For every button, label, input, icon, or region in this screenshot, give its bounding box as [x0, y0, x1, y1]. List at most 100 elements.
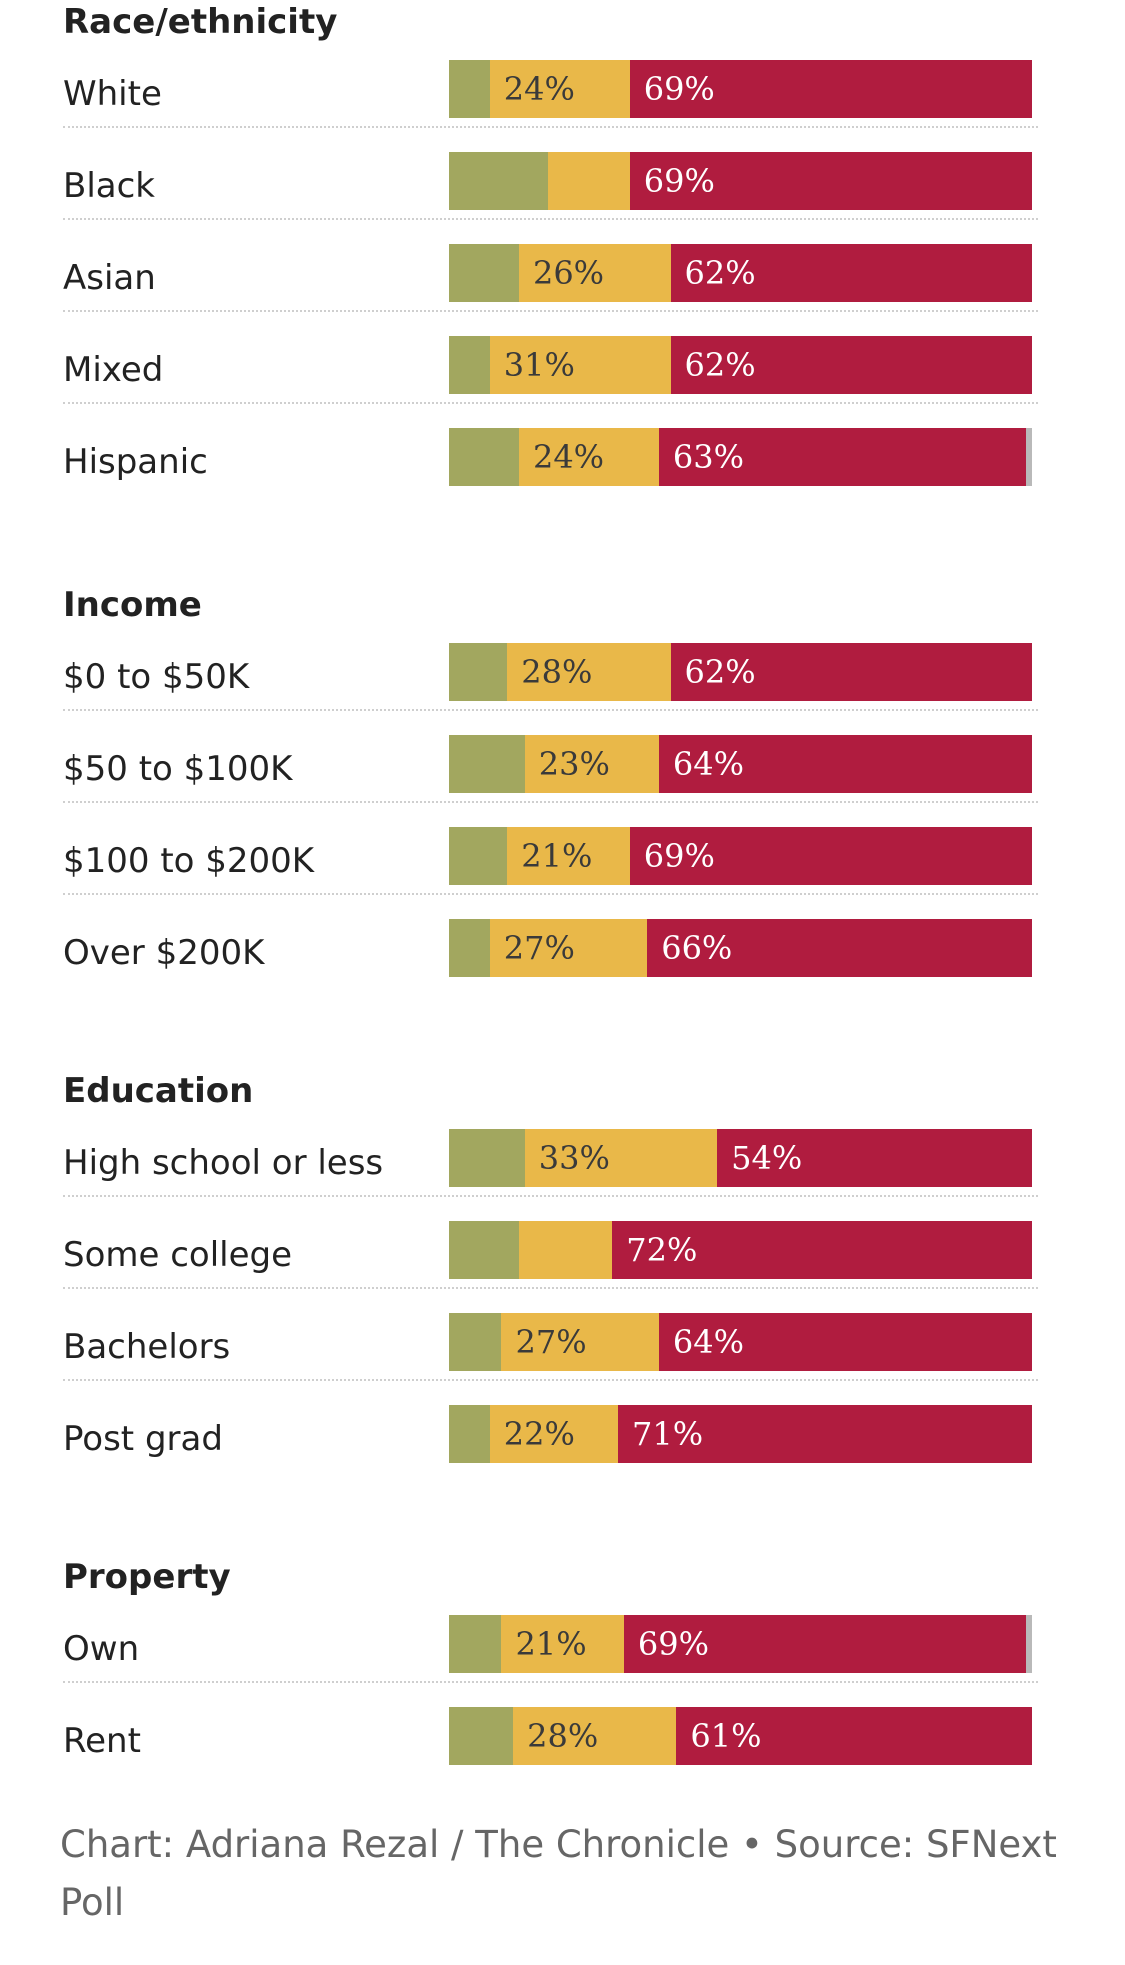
stacked-bar: 28% 61%	[449, 1707, 1032, 1765]
bar-segment-left	[449, 1405, 490, 1463]
data-label: 24%	[532, 438, 605, 476]
row-divider	[63, 402, 1038, 404]
data-label: 69%	[637, 1625, 710, 1663]
data-label: 23%	[538, 745, 610, 783]
row-label: Post grad	[63, 1419, 223, 1459]
row-label: Some college	[63, 1235, 293, 1275]
bar-segment-middle: 27%	[501, 1313, 659, 1371]
data-label: 27%	[515, 1323, 587, 1361]
data-label: 27%	[503, 929, 575, 967]
data-label: 26%	[532, 254, 605, 292]
bar-segment-right: 54%	[717, 1129, 1032, 1187]
row-label: Own	[63, 1629, 140, 1669]
data-label: 69%	[643, 837, 715, 875]
row-divider	[63, 1681, 1038, 1683]
bar-segment-middle: 28%	[507, 643, 671, 701]
bar-segment-left	[449, 336, 490, 394]
data-label: 62%	[684, 346, 756, 384]
row-label: Bachelors	[63, 1327, 231, 1367]
bar-segment-right: 71%	[618, 1405, 1032, 1463]
bar-segment-right: 66%	[647, 919, 1032, 977]
row-divider	[63, 1195, 1038, 1197]
row-label: White	[63, 74, 162, 114]
bar-segment-middle: 24%	[489, 60, 630, 118]
bar-segment-left	[449, 643, 508, 701]
bar-segment-right: 69%	[629, 827, 1032, 885]
row-label: $50 to $100K	[63, 749, 293, 789]
data-label: 64%	[672, 745, 744, 783]
row-label: Hispanic	[63, 442, 208, 482]
data-label: 61%	[690, 1717, 762, 1755]
bar-segment-middle: 27%	[489, 919, 648, 977]
row-label: $100 to $200K	[63, 841, 315, 881]
row-divider	[63, 801, 1038, 803]
data-label: 24%	[503, 70, 575, 108]
group-title: Property	[63, 1557, 231, 1597]
bar-segment-right: 64%	[658, 1313, 1032, 1371]
bar-segment-left	[449, 428, 519, 486]
data-label: 33%	[538, 1139, 610, 1177]
stacked-bar: 24% 69%	[449, 60, 1032, 118]
data-label: 63%	[672, 438, 744, 476]
bar-segment-remainder	[1026, 428, 1032, 486]
data-label: 69%	[643, 162, 715, 200]
data-label: 28%	[527, 1717, 599, 1755]
bar-segment-right: 64%	[658, 735, 1032, 793]
bar-segment-left	[449, 60, 490, 118]
bar-segment-right: 62%	[670, 244, 1032, 302]
row-divider	[63, 126, 1038, 128]
bar-segment-remainder	[1026, 1615, 1032, 1673]
data-label: 66%	[661, 929, 733, 967]
stacked-bar: 69%	[449, 152, 1032, 210]
group-title: Income	[63, 585, 202, 625]
bar-segment-left	[449, 1707, 514, 1765]
row-divider	[63, 1379, 1038, 1381]
bar-segment-middle: 21%	[501, 1615, 624, 1673]
data-label: 71%	[632, 1415, 704, 1453]
bar-segment-right: 69%	[623, 1615, 1027, 1673]
bar-segment-right: 72%	[612, 1221, 1032, 1279]
bar-segment-middle	[548, 152, 630, 210]
row-divider	[63, 893, 1038, 895]
bar-segment-right: 63%	[658, 428, 1027, 486]
row-label: $0 to $50K	[63, 657, 250, 697]
data-label: 69%	[643, 70, 715, 108]
group-title: Education	[63, 1071, 254, 1111]
data-label: 21%	[515, 1625, 587, 1663]
bar-segment-left	[449, 1221, 519, 1279]
bar-segment-middle: 22%	[489, 1405, 619, 1463]
bar-segment-right: 62%	[670, 336, 1032, 394]
stacked-bar: 27% 66%	[449, 919, 1032, 977]
row-divider	[63, 709, 1038, 711]
row-label: Mixed	[63, 350, 164, 390]
stacked-bar: 28% 62%	[449, 643, 1032, 701]
stacked-bar: 24% 63%	[449, 428, 1032, 486]
bar-segment-middle: 26%	[518, 244, 671, 302]
row-divider	[63, 1287, 1038, 1289]
data-label: 62%	[684, 653, 756, 691]
bar-segment-right: 69%	[629, 60, 1032, 118]
chart-credit: Chart: Adriana Rezal / The Chronicle • S…	[60, 1823, 1057, 1924]
bar-segment-right: 61%	[676, 1707, 1032, 1765]
stacked-bar: 21% 69%	[449, 1615, 1032, 1673]
stacked-bar: 33% 54%	[449, 1129, 1032, 1187]
bar-segment-left	[449, 735, 525, 793]
stacked-bar: 21% 69%	[449, 827, 1032, 885]
stacked-bar: 23% 64%	[449, 735, 1032, 793]
data-label: 22%	[503, 1415, 575, 1453]
bar-segment-left	[449, 1615, 502, 1673]
row-label: Asian	[63, 258, 156, 298]
group-title: Race/ethnicity	[63, 2, 338, 42]
data-label: 21%	[521, 837, 593, 875]
row-divider	[63, 310, 1038, 312]
bar-segment-left	[449, 827, 508, 885]
bar-segment-middle: 33%	[524, 1129, 718, 1187]
stacked-bar: 27% 64%	[449, 1313, 1032, 1371]
bar-segment-right: 69%	[629, 152, 1032, 210]
bar-segment-middle: 28%	[513, 1707, 677, 1765]
row-label: Black	[63, 166, 155, 206]
data-label: 28%	[521, 653, 593, 691]
row-divider	[63, 218, 1038, 220]
bar-segment-middle: 24%	[518, 428, 659, 486]
